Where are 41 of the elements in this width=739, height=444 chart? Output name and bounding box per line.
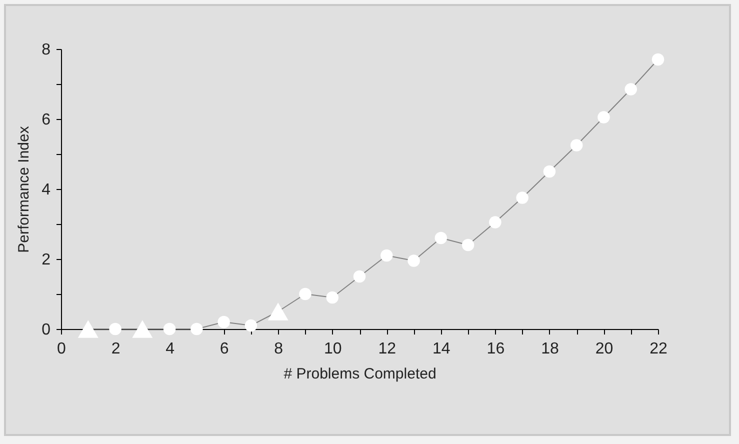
- point: [462, 238, 474, 252]
- point: [78, 320, 98, 338]
- x-axis-title: # Problems Completed: [284, 366, 436, 382]
- x-tick-label: 14: [432, 340, 450, 358]
- point: [516, 192, 528, 204]
- point: [163, 322, 176, 336]
- point: [109, 322, 122, 336]
- point: [434, 232, 448, 244]
- point: [543, 165, 556, 178]
- point: [268, 302, 288, 320]
- point: [132, 320, 153, 338]
- x-tick-label: 2: [111, 340, 120, 358]
- point: [652, 53, 664, 66]
- point: [489, 216, 502, 228]
- y-tick-label: 0: [42, 322, 51, 338]
- point: [353, 270, 366, 283]
- point: [408, 254, 420, 267]
- x-tick-label: 4: [166, 340, 175, 358]
- x-tick-label: 6: [220, 340, 229, 358]
- x-tick-label: 10: [324, 340, 342, 358]
- y-axis-title: Performance Index: [16, 126, 33, 253]
- y-tick-label: 2: [42, 252, 51, 268]
- y-tick-label: 6: [42, 112, 51, 128]
- y-tick-label: 4: [42, 182, 51, 198]
- x-tick-label: 12: [378, 340, 396, 358]
- x-tick-label: 18: [541, 340, 559, 358]
- x-tick-label: 16: [486, 340, 505, 358]
- x-tick-label: 0: [57, 340, 66, 358]
- point: [190, 322, 203, 336]
- x-tick-label: 20: [595, 340, 614, 358]
- y-tick-label: 8: [42, 42, 51, 58]
- point: [624, 83, 637, 96]
- point: [218, 316, 230, 328]
- point: [598, 111, 610, 124]
- point: [299, 288, 312, 300]
- point: [326, 291, 338, 304]
- point: [380, 249, 393, 262]
- x-tick-label: 22: [650, 340, 668, 358]
- x-tick-label: 8: [274, 340, 284, 358]
- point: [244, 319, 258, 332]
- point: [570, 139, 583, 152]
